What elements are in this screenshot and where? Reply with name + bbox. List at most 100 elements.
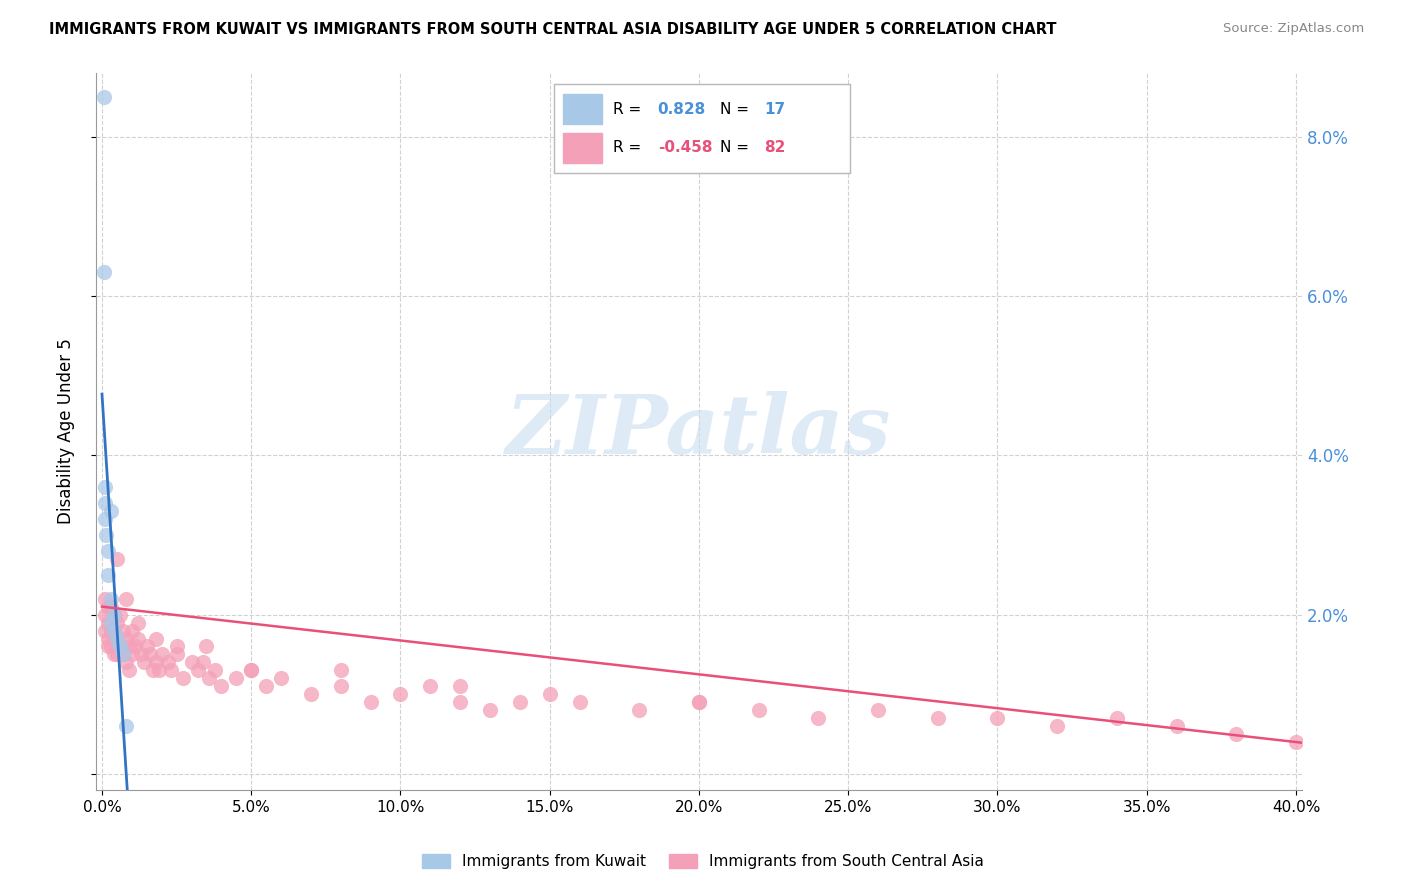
Text: Source: ZipAtlas.com: Source: ZipAtlas.com [1223,22,1364,36]
Point [105,632,128,646]
Point [115,656,138,670]
Point [108,640,131,654]
Point [94,624,117,638]
Text: ZIPatlas: ZIPatlas [506,392,891,471]
Point [329,679,352,693]
Point [172,671,194,685]
Text: IMMIGRANTS FROM KUWAIT VS IMMIGRANTS FROM SOUTH CENTRAL ASIA DISABILITY AGE UNDE: IMMIGRANTS FROM KUWAIT VS IMMIGRANTS FRO… [49,22,1057,37]
Point [688,695,710,709]
Point [1166,719,1188,733]
Point [166,648,188,662]
Point [568,695,591,709]
Point [299,687,322,701]
Point [209,679,232,693]
Point [103,607,125,622]
Point [150,648,173,662]
Point [156,656,179,670]
Point [108,607,131,622]
Point [121,648,143,662]
Point [97,640,120,654]
Point [105,648,128,662]
Point [419,679,441,693]
Point [94,512,117,526]
Point [166,640,188,654]
Point [628,703,651,717]
Point [145,632,167,646]
Point [142,664,165,678]
Point [148,664,170,678]
Point [100,591,122,606]
Point [96,528,118,542]
Point [868,703,890,717]
Legend: Immigrants from Kuwait, Immigrants from South Central Asia: Immigrants from Kuwait, Immigrants from … [416,848,990,875]
Point [97,544,120,558]
Point [360,695,382,709]
Point [198,671,221,685]
Point [688,695,710,709]
Point [100,599,122,614]
Point [94,496,117,510]
Point [927,711,949,725]
Point [103,624,125,638]
Point [105,552,128,566]
Point [129,648,152,662]
Point [240,664,263,678]
Point [93,265,115,279]
Point [115,591,138,606]
Point [145,656,167,670]
Point [127,632,149,646]
Point [225,671,247,685]
Point [115,632,138,646]
Point [97,599,120,614]
Point [100,504,122,518]
Point [204,664,226,678]
Point [240,664,263,678]
Point [100,624,122,638]
Point [118,664,141,678]
Point [97,632,120,646]
Point [139,648,162,662]
Point [121,624,143,638]
Point [97,567,120,582]
Point [538,687,561,701]
Point [807,711,830,725]
Point [108,640,131,654]
Point [132,656,155,670]
Point [93,90,115,104]
Y-axis label: Disability Age Under 5: Disability Age Under 5 [58,338,75,524]
Point [111,648,134,662]
Point [986,711,1008,725]
Point [748,703,770,717]
Point [100,615,122,630]
Point [159,664,181,678]
Point [94,480,117,494]
Point [270,671,292,685]
Point [193,656,215,670]
Point [135,640,157,654]
Point [100,640,122,654]
Point [124,640,146,654]
Point [195,640,218,654]
Point [1225,727,1247,741]
Point [115,719,138,733]
Point [103,607,125,622]
Point [118,640,141,654]
Point [329,664,352,678]
Point [103,648,125,662]
Point [94,591,117,606]
Point [254,679,277,693]
Point [97,615,120,630]
Point [94,607,117,622]
Point [509,695,531,709]
Point [180,656,202,670]
Point [449,695,471,709]
Point [186,664,208,678]
Point [389,687,412,701]
Point [111,624,134,638]
Point [111,648,134,662]
Point [103,624,125,638]
Point [105,615,128,630]
Point [1285,735,1308,749]
Point [105,632,128,646]
Point [479,703,502,717]
